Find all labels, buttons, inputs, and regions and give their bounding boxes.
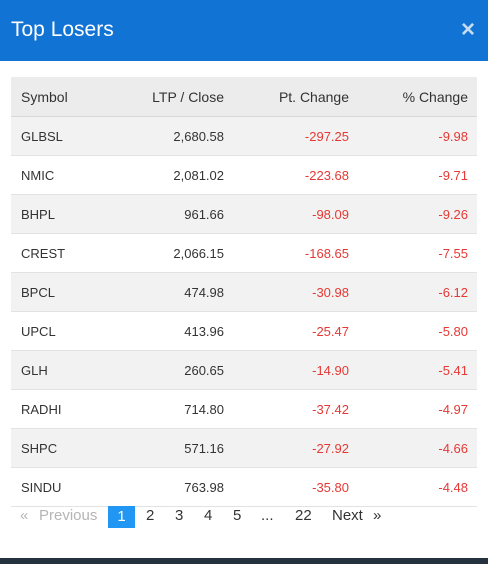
next-button[interactable]: Next: [332, 507, 363, 524]
page-2[interactable]: 2: [146, 507, 155, 524]
symbol-cell: GLBSL: [11, 116, 114, 156]
ltp-cell: 413.96: [114, 311, 224, 351]
modal-title: Top Losers: [11, 18, 114, 41]
table-row[interactable]: GLBSL 2,680.58 -297.25 -9.98: [11, 116, 477, 156]
table-row[interactable]: BHPL 961.66 -98.09 -9.26: [11, 194, 477, 234]
pt-change-cell: -25.47: [224, 311, 349, 351]
table-header-row: Symbol LTP / Close Pt. Change % Change: [11, 77, 477, 117]
ltp-cell: 260.65: [114, 350, 224, 390]
symbol-cell: CREST: [11, 233, 114, 273]
table-row[interactable]: GLH 260.65 -14.90 -5.41: [11, 350, 477, 390]
modal-body: Symbol LTP / Close Pt. Change % Change G…: [11, 77, 477, 507]
table-row[interactable]: RADHI 714.80 -37.42 -4.97: [11, 389, 477, 429]
pt-change-cell: -297.25: [224, 116, 349, 156]
pct-change-cell: -5.41: [349, 350, 477, 390]
symbol-cell: GLH: [11, 350, 114, 390]
table-row[interactable]: SINDU 763.98 -35.80 -4.48: [11, 467, 477, 507]
ltp-cell: 474.98: [114, 272, 224, 312]
pt-change-cell: -37.42: [224, 389, 349, 429]
pt-change-cell: -14.90: [224, 350, 349, 390]
page-4[interactable]: 4: [204, 507, 213, 524]
pct-change-cell: -5.80: [349, 311, 477, 351]
pt-change-cell: -223.68: [224, 155, 349, 195]
page-footer-strip: [0, 558, 488, 564]
col-header-pt-change[interactable]: Pt. Change: [224, 77, 349, 117]
page-5[interactable]: 5: [233, 507, 242, 524]
pct-change-cell: -9.71: [349, 155, 477, 195]
pt-change-cell: -35.80: [224, 467, 349, 507]
table-row[interactable]: SHPC 571.16 -27.92 -4.66: [11, 428, 477, 468]
symbol-cell: RADHI: [11, 389, 114, 429]
table-row[interactable]: NMIC 2,081.02 -223.68 -9.71: [11, 155, 477, 195]
page-3[interactable]: 3: [175, 507, 184, 524]
page-ellipsis: ...: [261, 507, 274, 524]
pct-change-cell: -6.12: [349, 272, 477, 312]
close-icon[interactable]: ×: [460, 16, 475, 43]
pct-change-cell: -4.97: [349, 389, 477, 429]
symbol-cell: SINDU: [11, 467, 114, 507]
pct-change-cell: -9.26: [349, 194, 477, 234]
col-header-symbol[interactable]: Symbol: [11, 77, 114, 117]
pt-change-cell: -27.92: [224, 428, 349, 468]
ltp-cell: 961.66: [114, 194, 224, 234]
table-row[interactable]: BPCL 474.98 -30.98 -6.12: [11, 272, 477, 312]
previous-button[interactable]: Previous: [39, 507, 98, 524]
page-1[interactable]: 1: [108, 506, 135, 528]
pt-change-cell: -30.98: [224, 272, 349, 312]
pt-change-cell: -98.09: [224, 194, 349, 234]
ltp-cell: 763.98: [114, 467, 224, 507]
pct-change-cell: -4.66: [349, 428, 477, 468]
ltp-cell: 2,081.02: [114, 155, 224, 195]
col-header-pct-change[interactable]: % Change: [349, 77, 477, 117]
symbol-cell: BPCL: [11, 272, 114, 312]
first-page-button[interactable]: «: [20, 507, 29, 524]
symbol-cell: NMIC: [11, 155, 114, 195]
ltp-cell: 2,680.58: [114, 116, 224, 156]
table-body: GLBSL 2,680.58 -297.25 -9.98 NMIC 2,081.02 -22…: [11, 116, 477, 507]
pt-change-cell: -168.65: [224, 233, 349, 273]
ltp-cell: 2,066.15: [114, 233, 224, 273]
top-losers-table: Symbol LTP / Close Pt. Change % Change G…: [11, 77, 477, 507]
pct-change-cell: -7.55: [349, 233, 477, 273]
symbol-cell: SHPC: [11, 428, 114, 468]
pagination: « Previous 1 2 3 4 5 ... 22 Next »: [11, 505, 477, 529]
ltp-cell: 714.80: [114, 389, 224, 429]
symbol-cell: BHPL: [11, 194, 114, 234]
pct-change-cell: -9.98: [349, 116, 477, 156]
page-22[interactable]: 22: [295, 507, 312, 524]
pct-change-cell: -4.48: [349, 467, 477, 507]
ltp-cell: 571.16: [114, 428, 224, 468]
table-row[interactable]: UPCL 413.96 -25.47 -5.80: [11, 311, 477, 351]
table-row[interactable]: CREST 2,066.15 -168.65 -7.55: [11, 233, 477, 273]
last-page-button[interactable]: »: [373, 507, 382, 524]
modal-header: Top Losers ×: [0, 0, 488, 61]
col-header-ltp[interactable]: LTP / Close: [114, 77, 224, 117]
symbol-cell: UPCL: [11, 311, 114, 351]
